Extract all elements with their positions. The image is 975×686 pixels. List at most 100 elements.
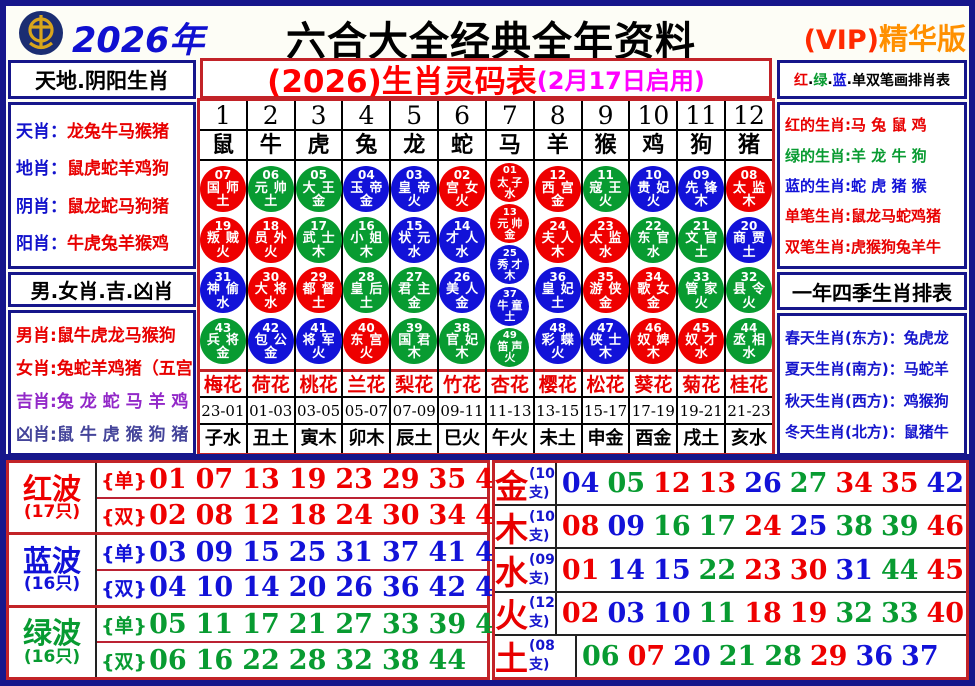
column-time: 03-05	[295, 398, 342, 425]
element-numbers: 08091617242538394647	[557, 511, 969, 543]
column-zodiac: 鼠	[200, 131, 246, 161]
element-number: 20	[673, 640, 711, 672]
color-stroke-header-part: 单双笔画排肖表	[851, 72, 950, 89]
element-number: 11	[698, 597, 737, 629]
row-value: 鼠龙蛇马狗猪	[67, 196, 169, 217]
row-value: 兔蛇羊鸡猪（五宫	[56, 359, 193, 379]
column-time: 09-11	[439, 398, 485, 425]
element-number: 44	[880, 554, 919, 586]
element-number: 32	[835, 597, 873, 629]
number-ball: 33 管家火	[678, 267, 725, 314]
number-ball: 08 太监木	[726, 165, 773, 212]
title-char: 督	[321, 282, 335, 298]
title-char: 锋	[704, 180, 718, 196]
ball-element: 水	[599, 244, 613, 260]
ball-element: 火	[455, 193, 469, 209]
number-ball: 28 皇后土	[343, 267, 390, 314]
title-char: 大	[302, 180, 316, 196]
number-ball: 20 商贾土	[726, 216, 773, 263]
wave-label: 绿波 (16只)	[9, 607, 97, 677]
title-char: 侠	[608, 282, 622, 298]
column-zodiac: 羊	[534, 131, 581, 161]
ball-title: 彩蝶	[542, 334, 574, 348]
wave-group: 蓝波(16只){单}0309152531374147{双}04101420263…	[9, 535, 513, 608]
ball-element: 木	[694, 193, 708, 209]
element-number: 35	[880, 468, 919, 500]
wave-number: 30	[381, 500, 420, 531]
element-number: 08	[561, 511, 600, 543]
wave-number: 18	[288, 500, 327, 531]
title-char: 神	[206, 282, 220, 298]
ball-number: 42	[262, 320, 280, 335]
ball-area: 11 寇王火 23 太监水 35 游侠金 47 侠士木	[582, 161, 629, 372]
number-ball: 39 国君木	[391, 318, 438, 365]
column-zodiac: 猴	[582, 131, 629, 161]
column-branch: 子水	[204, 428, 241, 449]
ball-title: 侠士	[590, 334, 622, 348]
element-label: 木 (10支)	[495, 506, 557, 549]
column-time: 19-21	[678, 398, 725, 425]
title-char: 王	[321, 180, 335, 196]
stroke-row: 单笔生肖:鼠龙马蛇鸡猪	[785, 207, 941, 226]
ball-title: 县令	[733, 283, 765, 297]
title-char: 都	[302, 282, 316, 298]
ball-element: 水	[407, 244, 421, 260]
ball-area: 08 太监木 20 商贾土 32 县令火 44 丞相水	[726, 161, 773, 372]
season-row: 秋天生肖(西方)：鸡猴狗	[785, 391, 949, 410]
ball-area: 02 宫女火 14 才人水 26 美人金 38 官妃木	[439, 161, 486, 372]
column-time: 13-15	[534, 398, 581, 425]
ball-title: 将军	[303, 334, 335, 348]
title-char: 监	[752, 180, 766, 196]
title-char: 官	[446, 333, 460, 349]
wave-rows: {单}0107131923293545{双}020812182430344046	[97, 463, 559, 532]
title-char: 贾	[752, 231, 766, 247]
ball-number: 02	[453, 168, 471, 183]
color-stroke-header-part: .	[846, 71, 852, 88]
year-label: 2026年	[72, 21, 205, 61]
gender-luck-row: 凶肖:鼠 牛 虎 猴 狗 猪	[16, 420, 188, 445]
element-number: 14	[607, 554, 646, 586]
zodiac-column: 7 马 01 太子水 13 元帅金 25 秀才木 37 牛童土 49 笛声火杏花 11-13 午火	[486, 101, 535, 453]
wave-count: (17只)	[23, 501, 81, 522]
element-number: 27	[789, 468, 828, 500]
stroke-row: 红的生肖:马 兔 鼠 鸡	[785, 116, 927, 135]
element-name: 火	[495, 596, 528, 636]
zodiac-code-table: 1 鼠 07 国师土 19 叛贼火 31 神偷水 43 兵将金梅花 23-01 子水 2 牛 06 元帅土 18…	[197, 98, 775, 456]
ball-title: 才人	[446, 232, 478, 246]
male-female-header: 男.女肖.吉.凶肖	[8, 272, 196, 307]
column-flower: 梅花	[200, 372, 246, 398]
ball-title: 大王	[302, 180, 335, 196]
element-label: 水 (09支)	[495, 549, 557, 592]
wave-number: 09	[195, 536, 234, 568]
page-title: 六合大全经典全年资料	[286, 19, 696, 65]
parity-tag: {双}	[101, 650, 148, 673]
color-stroke-header-part: 红	[794, 72, 808, 89]
row-value: 鼠 牛 虎 猴 狗 猪	[56, 425, 189, 445]
element-number: 16	[653, 511, 691, 543]
zodiac-column: 12 猪 08 太监木 20 商贾土 32 县令火 44 丞相水桂花 21-23 亥水	[726, 101, 773, 453]
wave-number: 38	[381, 644, 420, 676]
element-number: 04	[561, 468, 600, 500]
ball-element: 木	[407, 346, 421, 362]
ball-number: 07	[214, 168, 232, 183]
column-flower: 葵花	[630, 372, 677, 398]
ball-number: 35	[597, 270, 614, 285]
number-ball: 36 皇妃土	[534, 267, 581, 314]
wave-number: 31	[335, 536, 373, 568]
parity-tag: {双}	[101, 578, 148, 601]
column-flower: 竹花	[439, 372, 485, 398]
ball-title: 先锋	[685, 180, 718, 196]
element-name: 土	[495, 639, 528, 679]
ball-element: 水	[694, 346, 708, 362]
element-number: 23	[744, 554, 782, 586]
element-number: 46	[926, 511, 965, 543]
vip-label: (VIP)	[803, 25, 879, 56]
number-ball: 32 县令火	[726, 267, 773, 314]
ball-number: 40	[358, 320, 375, 335]
ball-element: 木	[599, 346, 613, 362]
ball-title: 皇妃	[542, 283, 574, 297]
wave-number: 12	[242, 500, 280, 531]
column-number: 9	[582, 101, 629, 131]
number-ball: 37 牛童土	[490, 286, 530, 326]
title-char: 元	[417, 231, 431, 247]
